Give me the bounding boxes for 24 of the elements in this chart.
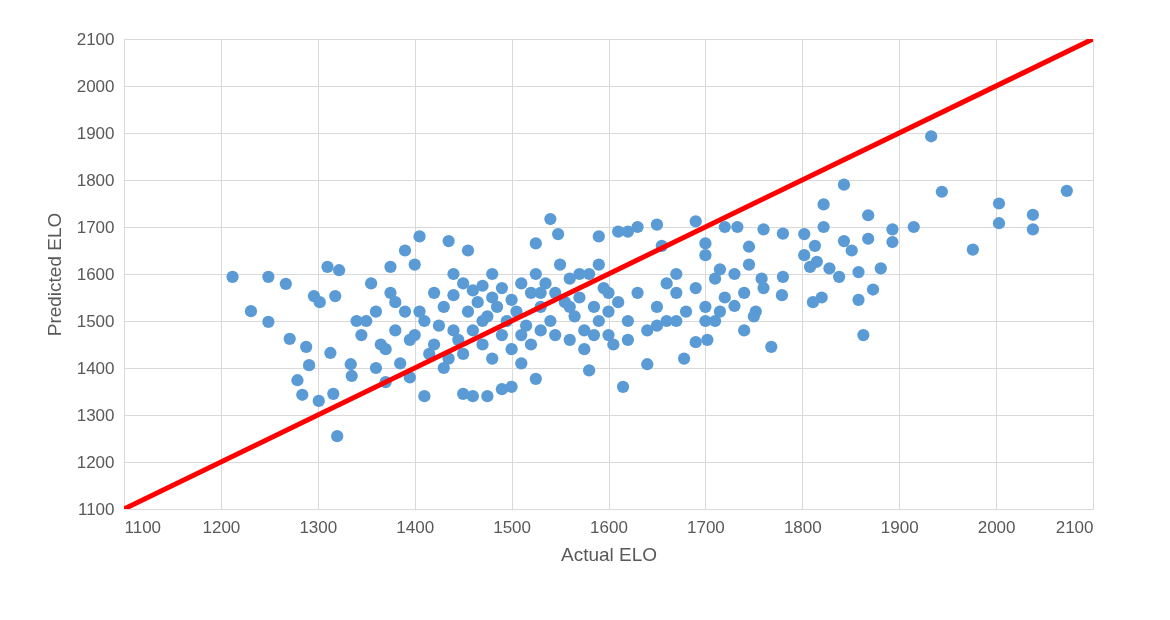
x-tick-label: 1500 [493, 517, 532, 537]
y-tick-label: 1300 [76, 405, 115, 425]
y-tick-label: 2100 [76, 29, 115, 49]
x-tick-label: 1200 [202, 517, 241, 537]
x-tick-label: 1900 [880, 517, 919, 537]
x-tick-label: 2100 [1055, 517, 1094, 537]
y-tick-label: 2000 [76, 76, 115, 96]
y-tick-label: 1600 [76, 264, 115, 284]
y-tick-label: 1100 [77, 499, 115, 519]
y-axis-title: Predicted ELO [43, 212, 65, 337]
y-tick-label: 1700 [76, 217, 115, 237]
x-tick-label: 1300 [299, 517, 338, 537]
x-tick-label: 2000 [977, 517, 1016, 537]
y-tick-label: 1800 [76, 170, 115, 190]
x-axis-title: Actual ELO [560, 543, 658, 565]
x-tick-label: 1400 [396, 517, 435, 537]
x-tick-label: 1600 [590, 517, 628, 537]
y-tick-label: 1500 [76, 311, 115, 331]
x-tick-label: 1100 [124, 517, 162, 537]
y-tick-label: 1200 [76, 452, 115, 472]
y-tick-label: 1400 [76, 358, 115, 378]
x-tick-label: 1700 [686, 517, 725, 537]
x-tick-label: 1800 [783, 517, 822, 537]
y-tick-label: 1900 [76, 123, 115, 143]
